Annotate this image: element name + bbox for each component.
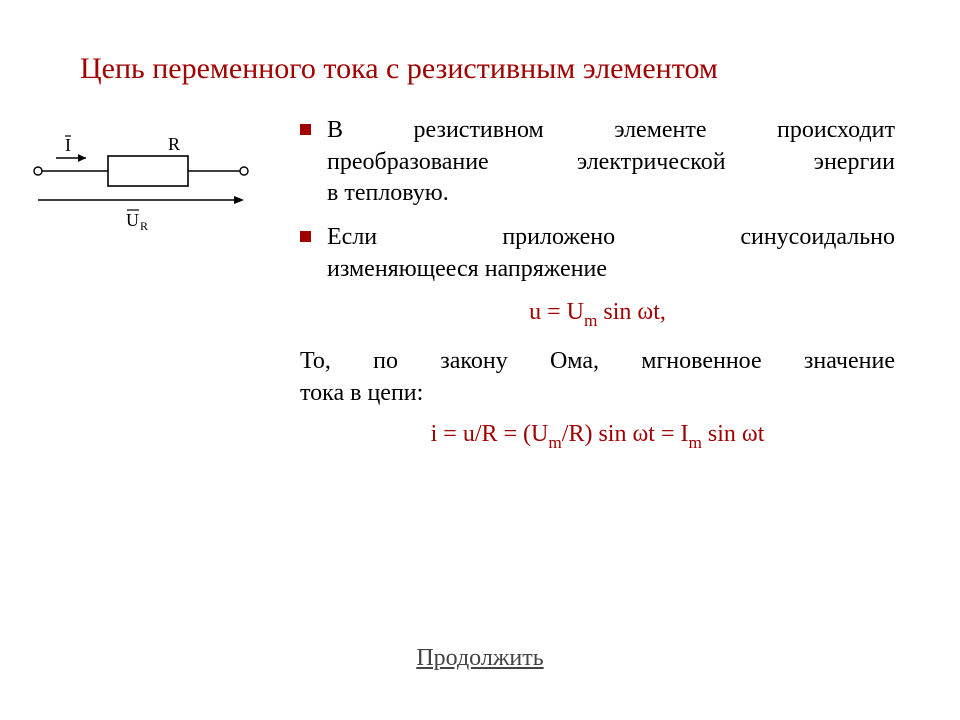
formula-voltage: u = Um sin ωt,	[300, 297, 895, 332]
continue-link[interactable]: Продолжить	[0, 645, 960, 672]
voltage-label: UR	[126, 210, 148, 233]
bullet-item: В резистивном элементе происходит преобр…	[300, 115, 895, 210]
resistor-label: R	[168, 134, 180, 154]
formula-current: i = u/R = (Um/R) sin ωt = Im sin ωt	[300, 419, 895, 454]
bullet-square-icon	[300, 231, 311, 242]
bullet-square-icon	[300, 124, 311, 135]
current-label: I	[65, 135, 71, 155]
slide: Цепь переменного тока с резистивным элем…	[0, 0, 960, 720]
content-column: В резистивном элементе происходит преобр…	[300, 115, 895, 468]
circuit-diagram: I R UR	[18, 126, 268, 236]
bullet-text: Если приложено синусоидально изменяющеес…	[327, 222, 895, 285]
resistor-circuit-icon: I R UR	[18, 126, 268, 236]
paragraph: То, по закону Ома, мгновенное значение т…	[300, 346, 895, 409]
bullet-text: В резистивном элементе происходит преобр…	[327, 115, 895, 210]
bullet-item: Если приложено синусоидально изменяющеес…	[300, 222, 895, 285]
slide-title: Цепь переменного тока с резистивным элем…	[80, 52, 920, 86]
